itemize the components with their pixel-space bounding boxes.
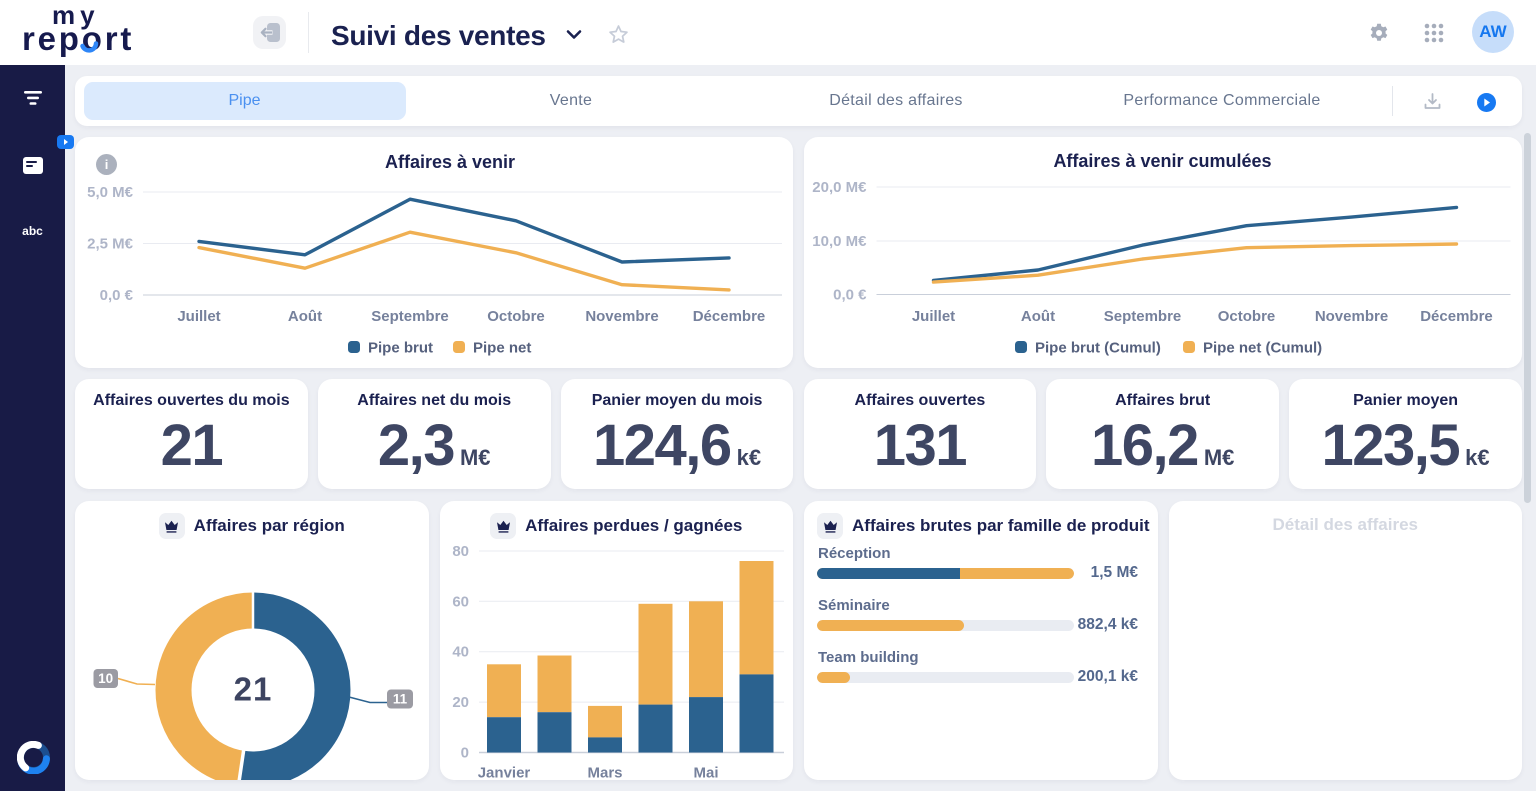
svg-text:my: my: [52, 4, 100, 30]
svg-text:60: 60: [452, 593, 469, 610]
svg-text:0,0 €: 0,0 €: [100, 287, 134, 304]
svg-text:Juillet: Juillet: [177, 308, 220, 325]
svg-text:Juillet: Juillet: [911, 308, 954, 325]
svg-text:Septembre: Septembre: [371, 308, 449, 325]
svg-text:Pipe brut (Cumul): Pipe brut (Cumul): [1035, 340, 1161, 357]
svg-text:Pipe net: Pipe net: [473, 340, 531, 357]
svg-text:Décembre: Décembre: [1420, 308, 1493, 325]
svg-text:Novembre: Novembre: [1314, 308, 1387, 325]
svg-text:Mai: Mai: [693, 765, 718, 781]
svg-text:21: 21: [234, 671, 273, 708]
svg-text:Pipe net (Cumul): Pipe net (Cumul): [1203, 340, 1322, 357]
svg-text:Novembre: Novembre: [585, 308, 658, 325]
svg-text:Août: Août: [1020, 308, 1054, 325]
svg-text:2,5 M€: 2,5 M€: [87, 236, 134, 253]
svg-text:Août: Août: [288, 308, 322, 325]
svg-text:5,0 M€: 5,0 M€: [87, 184, 134, 201]
svg-text:10,0 M€: 10,0 M€: [812, 233, 867, 250]
svg-text:Septembre: Septembre: [1103, 308, 1181, 325]
svg-text:0: 0: [460, 745, 468, 762]
svg-text:Décembre: Décembre: [693, 308, 766, 325]
svg-text:0,0 €: 0,0 €: [833, 287, 867, 304]
svg-text:40: 40: [452, 644, 469, 661]
svg-text:Janvier: Janvier: [477, 765, 530, 781]
svg-text:10: 10: [98, 671, 113, 686]
svg-text:80: 80: [452, 543, 469, 560]
svg-text:20,0 M€: 20,0 M€: [812, 179, 867, 196]
svg-text:Pipe brut: Pipe brut: [368, 340, 433, 357]
svg-text:report: report: [22, 20, 134, 57]
svg-text:Octobre: Octobre: [1217, 308, 1275, 325]
svg-text:Mars: Mars: [587, 765, 622, 781]
svg-text:11: 11: [393, 692, 408, 707]
svg-text:Octobre: Octobre: [487, 308, 545, 325]
svg-text:20: 20: [452, 694, 469, 711]
